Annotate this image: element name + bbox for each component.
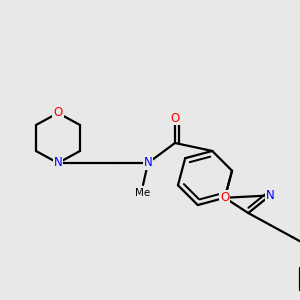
Text: Me: Me	[135, 188, 151, 198]
Text: O: O	[220, 191, 230, 204]
Text: O: O	[53, 106, 63, 119]
Text: N: N	[266, 189, 274, 202]
Text: O: O	[170, 112, 180, 124]
Text: N: N	[144, 157, 152, 169]
Text: N: N	[54, 157, 62, 169]
